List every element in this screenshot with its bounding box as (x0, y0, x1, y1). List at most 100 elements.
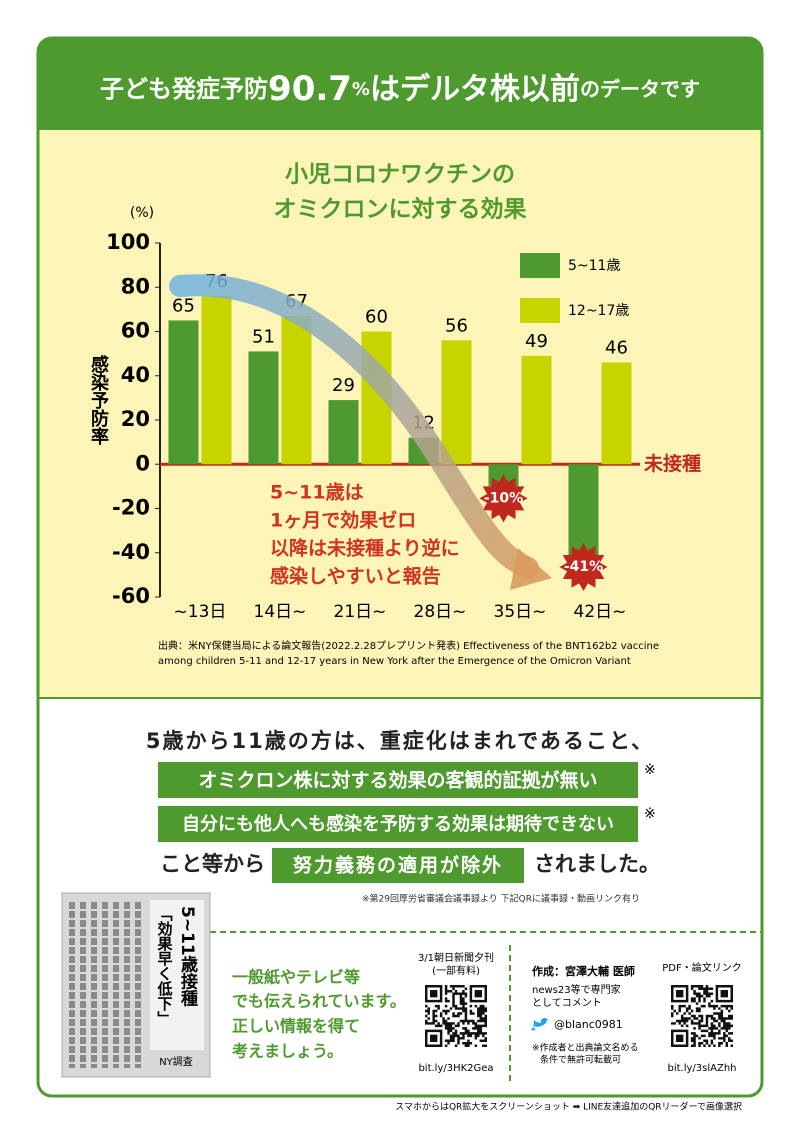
legend-label: 5~11歳 (568, 258, 620, 274)
conclusion-highlight: 努力義務の適用が除外 (293, 854, 503, 877)
qr-code[interactable] (425, 985, 487, 1047)
clipping-headline: 「効果早く低下」 (156, 906, 174, 1026)
bar (521, 355, 552, 465)
annotation-text: 5~11歳は (270, 482, 364, 504)
clipping-headline: 5~11歳接種 (177, 906, 198, 1008)
source: 出典：米NY保健当局による論文報告(2022.2.28プレプリント発表) Eff… (158, 639, 659, 652)
conclusion-text: こと等から (160, 852, 265, 876)
note-mark: ※ (644, 762, 656, 778)
bar (441, 340, 472, 465)
media-text: でも伝えられています。 (232, 992, 406, 1011)
newspaper-clipping: 5~11歳接種 「効果早く低下」 NY調査 (61, 892, 211, 1078)
bar (328, 400, 359, 465)
x-tick-label: 35日~ (494, 602, 547, 622)
y-tick-label: 20 (121, 407, 150, 431)
x-tick-label: 21日~ (334, 602, 387, 622)
source: among children 5-11 and 12-17 years in N… (158, 656, 631, 667)
media-text: 正しい情報を得て (232, 1017, 360, 1036)
title-part: 子ども発症予防 (100, 75, 268, 103)
y-tick-label: 0 (135, 451, 150, 475)
author-twitter[interactable]: @blanc0981 (554, 1018, 623, 1031)
note-mark: ※ (644, 806, 656, 822)
annotation-text: 感染しやすいと報告 (270, 565, 441, 588)
bar (201, 296, 232, 465)
x-tick-label: 14日~ (254, 602, 307, 622)
author-terms: 条件で無許可転載可 (540, 1054, 621, 1066)
highlight-box (272, 848, 524, 883)
trend-arrow (169, 274, 552, 590)
legend-swatch (520, 253, 560, 278)
y-tick-label: 100 (106, 230, 150, 254)
label-burst (479, 474, 528, 523)
conclusion-text: されました。 (534, 852, 660, 876)
title-part: のデータです (580, 77, 700, 101)
data-label: 29 (332, 375, 355, 396)
headline-box (150, 900, 204, 1050)
data-label: 51 (252, 326, 275, 347)
bar (168, 320, 199, 465)
message-point: オミクロン株に対する効果の客観的証拠が無い (198, 769, 597, 792)
legend-label: 12~17歳 (568, 303, 629, 319)
x-tick-label: 42日~ (574, 602, 627, 622)
chart-title: 小児コロナワクチンの (285, 162, 515, 188)
bar (248, 351, 279, 465)
data-label: -10% (484, 490, 523, 506)
chart-title: オミクロンに対する効果 (274, 196, 527, 223)
x-tick-label: 28日~ (414, 602, 467, 622)
qr-label: (一部有料) (432, 964, 480, 977)
qr-url[interactable]: bit.ly/3slAZhh (667, 1063, 736, 1074)
author-terms: ※作成者と出典論文名める (532, 1042, 639, 1054)
bar (568, 464, 599, 555)
clipping-body (69, 902, 141, 1068)
label-burst (559, 543, 608, 591)
highlight-box (158, 806, 638, 842)
highlight-box (158, 762, 638, 798)
note: ※第29回厚労省審議会議事録より 下記QRに議事録・動画リンク有り (362, 893, 640, 905)
arrow-head (510, 548, 552, 590)
y-unit: (%) (130, 205, 154, 221)
y-tick-label: 40 (121, 363, 150, 387)
message-intro: 5歳から11歳の方は、重症化はまれであること、 (146, 729, 654, 753)
arrow-body (169, 274, 539, 579)
media-text: 考えましょう。 (232, 1042, 343, 1061)
y-tick-label: -40 (112, 540, 150, 564)
y-tick-label: -20 (112, 496, 150, 520)
author-bio: news23等で専門家 (532, 983, 621, 996)
message-point: 自分にも他人へも感染を予防する効果は期待できない (182, 813, 614, 835)
footer: スマホからはQR拡大をスクリーンショット ➡ LINE友達追加のQRリーダーで画… (395, 1101, 742, 1113)
annotation-text: 1ヶ月で効果ゼロ (270, 509, 416, 532)
bar (281, 316, 312, 465)
data-label: 60 (365, 307, 388, 328)
y-tick-label: 80 (121, 274, 150, 298)
title-part: 90.7 (268, 69, 352, 109)
author-name: 作成：宮澤大輔 医師 (532, 964, 635, 978)
media-text: 一般紙やテレビ等 (232, 968, 360, 987)
author-bio: としてコメント (532, 997, 602, 1009)
header-title: 子ども発症予防90.7%はデルタ株以前のデータです (100, 69, 700, 109)
y-axis-title: 感染予防率 (88, 354, 110, 446)
data-label: -41% (564, 559, 603, 575)
title-part: % (352, 79, 370, 100)
y-tick-label: 60 (121, 319, 150, 343)
twitter-icon (531, 1018, 549, 1031)
data-label: 46 (605, 337, 628, 358)
data-label: 49 (525, 331, 548, 352)
legend-swatch (520, 298, 560, 323)
qr-label: 3/1朝日新聞夕刊 (418, 951, 494, 964)
baseline-label: 未接種 (643, 452, 701, 475)
data-label: 56 (445, 315, 468, 336)
x-tick-label: ~13日 (174, 602, 227, 622)
y-tick-label: -60 (112, 584, 150, 608)
data-label: 65 (172, 295, 195, 316)
clipping-byline: NY調査 (159, 1055, 193, 1068)
header-band (38, 38, 762, 130)
title-part: はデルタ株以前 (370, 72, 580, 107)
bar (601, 362, 632, 465)
qr-label: PDF・論文リンク (662, 961, 741, 974)
annotation-text: 以降は未接種より逆に (270, 537, 460, 560)
qr-url[interactable]: bit.ly/3HK2Gea (418, 1063, 493, 1074)
qr-code[interactable] (671, 985, 733, 1047)
